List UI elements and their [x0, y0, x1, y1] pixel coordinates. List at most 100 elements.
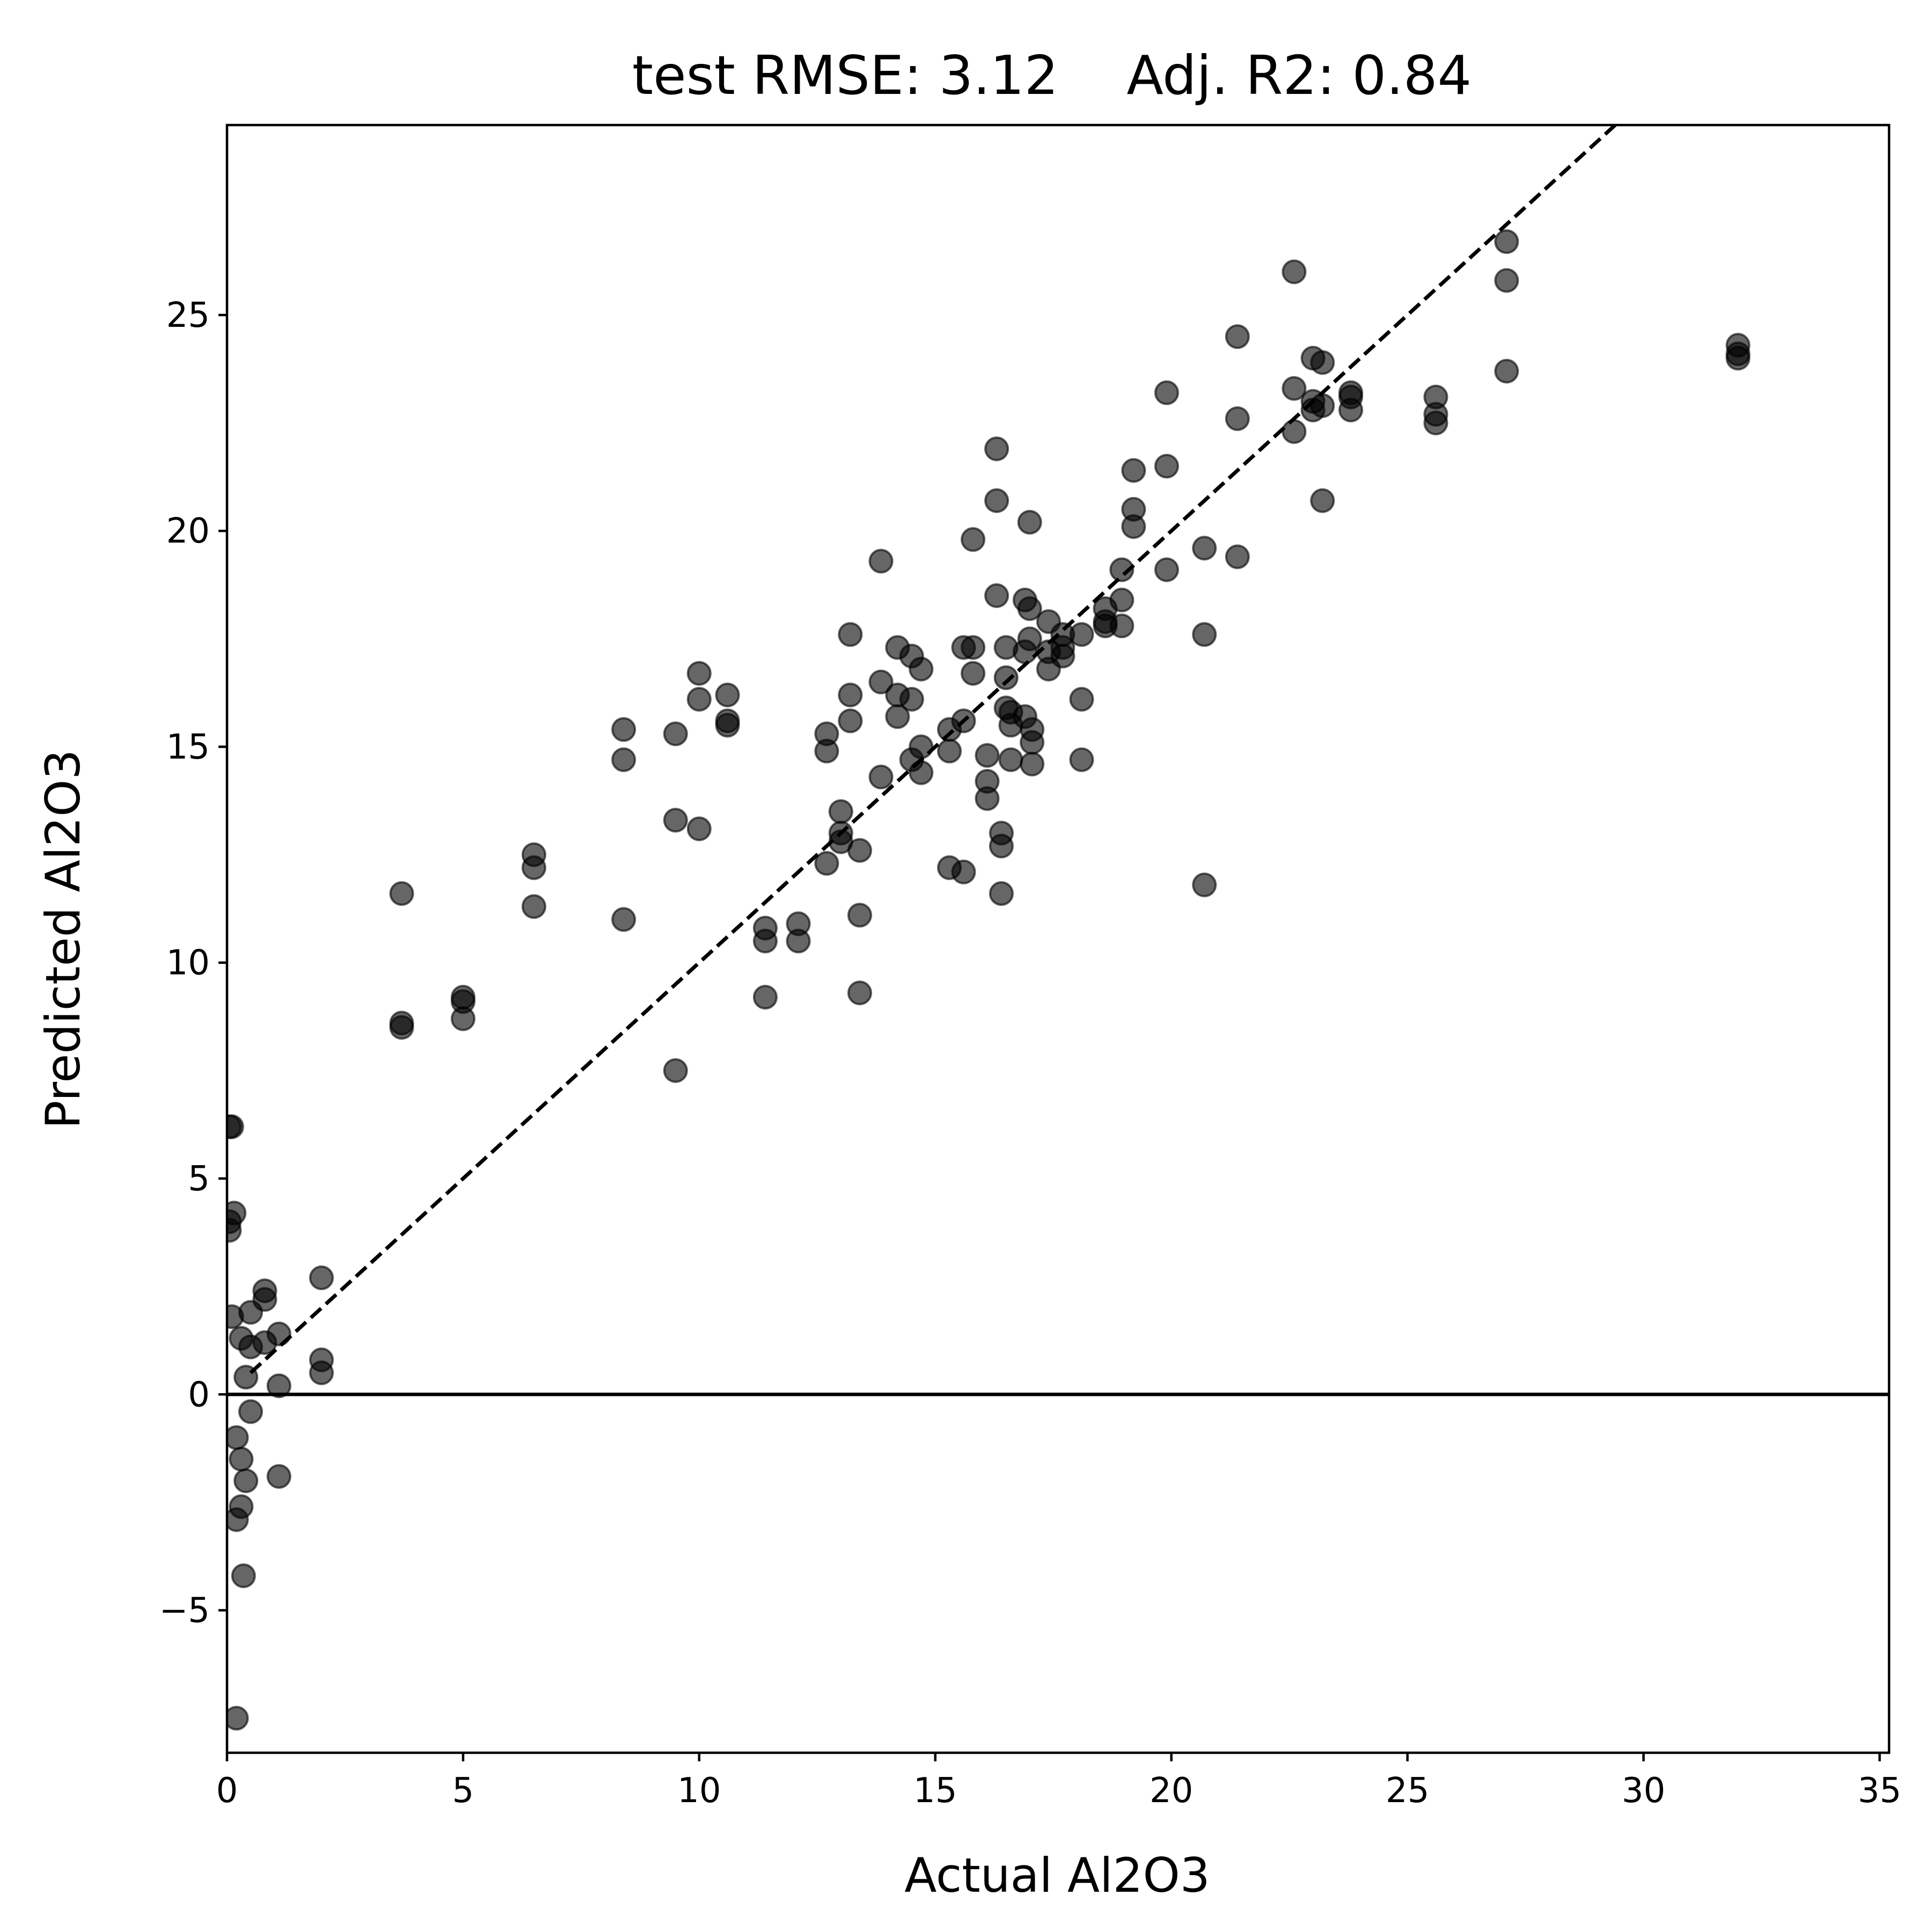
y-tick-label: 10: [166, 943, 210, 983]
x-tick-label: 5: [452, 1771, 474, 1811]
data-point: [984, 436, 1009, 462]
data-point: [663, 1058, 688, 1083]
data-point: [686, 687, 712, 712]
x-tick-label: 0: [216, 1771, 238, 1811]
data-point: [663, 808, 688, 833]
data-point: [1494, 358, 1519, 384]
data-point: [753, 985, 778, 1010]
data-point: [1338, 398, 1363, 422]
data-point: [828, 799, 853, 824]
data-point: [1109, 557, 1135, 582]
data-point: [1017, 626, 1042, 652]
data-point: [1069, 622, 1094, 647]
data-point: [389, 881, 414, 906]
data-point: [838, 622, 863, 647]
data-point: [975, 786, 1000, 811]
data-point: [1282, 259, 1307, 284]
data-point: [1154, 380, 1179, 405]
y-tick-label: 25: [166, 296, 210, 335]
data-point: [1310, 488, 1335, 513]
data-point: [961, 661, 986, 686]
data-point: [1121, 514, 1146, 539]
data-point: [1225, 324, 1250, 349]
x-axis: 0 5 10 15 20 25 30 35: [216, 1753, 1901, 1811]
data-point: [1494, 229, 1519, 254]
data-point: [998, 747, 1023, 772]
data-point: [899, 687, 924, 712]
data-point: [1494, 268, 1519, 293]
data-point: [961, 527, 986, 552]
data-point: [389, 1015, 414, 1040]
plot-frame: [225, 123, 1891, 1754]
data-point: [814, 851, 839, 876]
data-point: [1310, 350, 1335, 375]
data-point: [1225, 544, 1250, 569]
data-point: [937, 738, 962, 764]
data-point: [909, 656, 934, 682]
data-point: [450, 1006, 475, 1031]
data-point: [663, 721, 688, 747]
data-point: [686, 661, 712, 686]
data-point: [993, 665, 1019, 690]
data-point: [1192, 622, 1217, 647]
data-point: [309, 1360, 334, 1385]
x-tick-label: 30: [1622, 1771, 1665, 1811]
data-point: [611, 747, 636, 772]
data-point: [266, 1464, 291, 1489]
data-point: [1020, 730, 1045, 755]
data-point: [847, 980, 872, 1006]
x-tick-label: 10: [677, 1771, 721, 1811]
data-point: [238, 1399, 263, 1424]
data-point: [838, 708, 863, 734]
data-point: [1282, 376, 1307, 401]
data-point: [1069, 747, 1094, 772]
x-tick-label: 35: [1858, 1771, 1901, 1811]
data-point: [521, 894, 546, 919]
data-point: [1069, 687, 1094, 712]
data-point: [753, 928, 778, 954]
y-axis-label: Predicted Al2O3: [35, 750, 91, 1129]
data-point: [847, 838, 872, 863]
data-point: [1154, 557, 1179, 582]
data-point: [975, 743, 1000, 768]
data-point: [868, 548, 894, 574]
data-point: [227, 1425, 249, 1450]
x-tick-label: 20: [1150, 1771, 1193, 1811]
data-point: [309, 1265, 334, 1290]
chart-title: test RMSE: 3.12 Adj. R2: 0.84: [632, 44, 1472, 107]
data-point: [715, 683, 740, 707]
data-point: [984, 488, 1009, 513]
data-point: [951, 859, 976, 884]
data-points: [227, 229, 1751, 1731]
data-point: [715, 713, 740, 738]
data-point: [984, 583, 1009, 608]
data-point: [229, 1446, 254, 1472]
data-point: [885, 704, 910, 729]
x-tick-label: 25: [1386, 1771, 1429, 1811]
data-point: [1192, 872, 1217, 897]
data-point: [1121, 458, 1146, 483]
data-point: [227, 1218, 242, 1243]
data-point: [227, 1114, 242, 1139]
data-point: [1020, 751, 1045, 777]
data-point: [786, 928, 811, 954]
data-point: [266, 1373, 291, 1399]
data-point: [686, 816, 712, 841]
data-point: [611, 717, 636, 742]
y-tick-label: 0: [188, 1375, 210, 1415]
x-axis-label: Actual Al2O3: [904, 1848, 1210, 1903]
y-tick-label: 5: [188, 1159, 210, 1199]
identity-reference-line: [249, 125, 1617, 1374]
data-point: [227, 1706, 249, 1731]
data-point: [227, 1507, 249, 1532]
data-point: [1282, 419, 1307, 444]
data-point: [989, 833, 1014, 859]
data-point: [814, 738, 839, 764]
data-point: [1423, 411, 1448, 436]
data-point: [1225, 406, 1250, 431]
data-point: [611, 907, 636, 932]
data-point: [847, 903, 872, 928]
y-tick-label: −5: [159, 1591, 210, 1631]
data-point: [838, 683, 863, 707]
